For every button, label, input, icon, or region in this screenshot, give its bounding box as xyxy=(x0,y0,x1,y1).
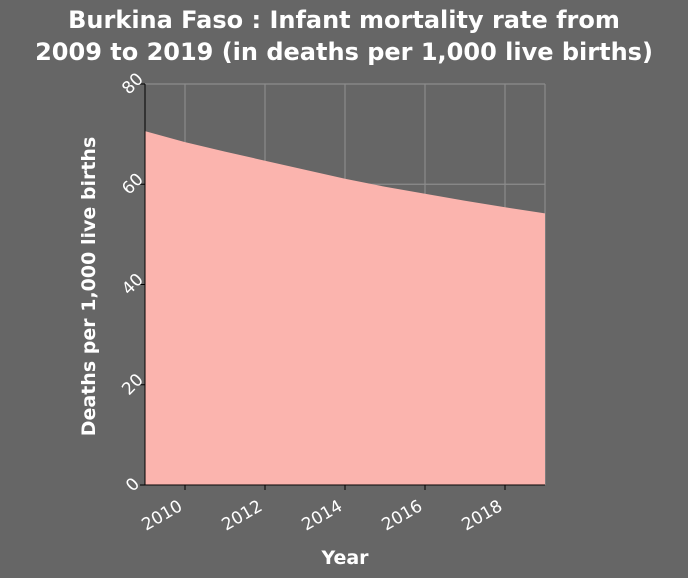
x-tick-label: 2014 xyxy=(299,496,346,535)
area-layer xyxy=(145,131,545,485)
y-tick-label: 0 xyxy=(122,474,144,496)
y-tick-label: 40 xyxy=(118,270,147,299)
x-tick-label: 2012 xyxy=(219,496,266,535)
y-tick-label: 20 xyxy=(118,370,147,399)
chart-title-line-2: 2009 to 2019 (in deaths per 1,000 live b… xyxy=(35,38,653,66)
axes xyxy=(140,83,545,490)
x-tick-label: 2010 xyxy=(139,496,186,535)
x-axis-title: Year xyxy=(320,547,369,569)
x-tick-label: 2016 xyxy=(379,496,426,535)
y-tick-label: 80 xyxy=(118,69,147,98)
chart-title-line-1: Burkina Faso : Infant mortality rate fro… xyxy=(68,6,620,34)
y-axis-title: Deaths per 1,000 live births xyxy=(78,137,100,437)
y-tick-label: 60 xyxy=(118,170,147,199)
series-area xyxy=(145,131,545,485)
x-tick-label: 2018 xyxy=(459,496,506,535)
